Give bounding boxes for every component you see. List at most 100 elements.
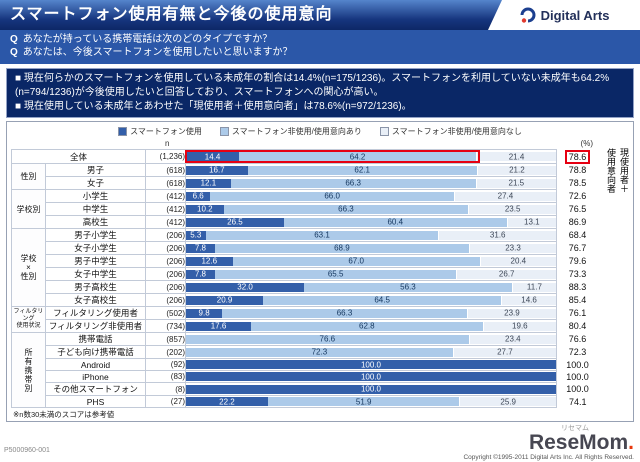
row-total-cell: 100.0 — [557, 371, 599, 383]
bar-value-label: 27.4 — [497, 191, 514, 201]
row-label: iPhone — [44, 370, 147, 383]
bar-value-label: 11.7 — [526, 282, 542, 292]
table-row: フィルタリング 使用状況 フィルタリング使用者 (502) 9.8 66.3 23.9 76… — [11, 306, 599, 333]
stacked-bar: 12.6 67.0 20.4 — [186, 256, 556, 266]
bar-value-label: 7.8 — [194, 243, 206, 253]
total-value: 88.3 — [568, 282, 587, 292]
bar-value-label: 65.5 — [327, 269, 344, 279]
row-n: (857) — [145, 332, 187, 346]
bar-cell: 12.1 66.3 21.5 — [185, 176, 557, 190]
bar-segment-use: 9.8 — [186, 308, 223, 318]
legend-item: スマートフォン使用 — [118, 126, 202, 137]
row-total-cell: 73.3 — [557, 268, 599, 281]
bar-value-label: 62.1 — [354, 165, 370, 175]
stacked-bar: 100.0 — [186, 384, 556, 394]
summary-line: ■ 現在何らかのスマートフォンを使用している未成年の割合は14.4%(n=175… — [15, 73, 610, 98]
bar-value-label: 72.3 — [311, 347, 328, 357]
row-label: フィルタリング使用者 — [44, 306, 147, 320]
row-n: (206) — [145, 241, 187, 255]
row-total-cell: 79.6 — [557, 255, 599, 268]
stacked-bar: 17.6 62.8 19.6 — [186, 321, 556, 331]
row-label: 男子高校生 — [44, 280, 147, 294]
table-row: 全体 (1,236) 14.4 64.2 21.4 78.6 — [10, 149, 599, 164]
row-total-cell: 100.0 — [557, 383, 599, 396]
bar-value-label: 21.5 — [508, 178, 525, 188]
bar-value-label: 23.5 — [504, 204, 521, 214]
bar-segment-use: 5.3 — [186, 230, 206, 240]
bar-cell: 14.4 64.2 21.4 — [185, 149, 557, 164]
chart-panel: スマートフォン使用 スマートフォン非使用/使用意向あり スマートフォン非使用/使用意… — [6, 121, 634, 422]
bar-segment-use: 26.5 — [186, 217, 284, 227]
bar-segment-none: 21.2 — [476, 165, 556, 175]
row-total-cell: 68.4 — [557, 229, 599, 242]
bar-value-label: 62.8 — [359, 321, 375, 331]
bar-value-label: 60.4 — [387, 217, 404, 227]
legend-label: スマートフォン非使用/使用意向なし — [391, 126, 522, 136]
right-column-header: 現使用者＋ 使用意向者 — [606, 148, 629, 193]
bar-segment-none: 19.6 — [482, 321, 556, 331]
bar-segment-intent: 66.0 — [210, 191, 454, 201]
total-value: 76.7 — [568, 243, 587, 253]
row-total-cell: 78.6 — [557, 149, 599, 164]
row-label: 男子 — [44, 163, 147, 177]
row-total-cell: 72.6 — [557, 190, 599, 203]
row-total-cell: 74.1 — [557, 396, 599, 408]
bar-value-label: 64.5 — [374, 295, 390, 305]
bar-segment-use: 22.2 — [186, 397, 268, 406]
row-n: (502) — [145, 306, 187, 320]
bar-value-label: 7.8 — [194, 269, 206, 279]
group-label: 所有携帯別 — [11, 332, 46, 408]
table-row: 学校別 小学生 (412) 6.6 66.0 27.4 72.6 — [11, 189, 599, 229]
total-value: 72.3 — [568, 347, 587, 357]
bar-segment-none: 13.1 — [506, 217, 557, 227]
row-total-cell: 76.5 — [557, 203, 599, 216]
table-row: 男子中学生 (206) 12.6 67.0 20.4 79.6 — [12, 254, 599, 268]
bar-segment-none: 14.6 — [501, 295, 556, 305]
bar-segment-none: 20.4 — [479, 256, 556, 266]
bar-value-label: 6.6 — [192, 191, 204, 201]
bar-segment-none: 21.5 — [475, 178, 556, 188]
bar-segment-intent: 66.3 — [230, 178, 476, 188]
bar-segment-intent: 60.4 — [283, 217, 507, 227]
total-value: 100.0 — [566, 359, 589, 370]
bar-value-label: 27.7 — [497, 347, 513, 357]
digital-arts-logo: Digital Arts — [488, 0, 640, 30]
group-label: フィルタリング 使用状況 — [11, 306, 46, 333]
stacked-bar: 100.0 — [186, 372, 556, 381]
row-label: 子ども向け携帯電話 — [44, 345, 147, 359]
legend-label: スマートフォン使用 — [130, 126, 202, 136]
table-row: フィルタリング非使用者 (734) 17.6 62.8 19.6 80.4 — [12, 319, 599, 333]
bar-cell: 20.9 64.5 14.6 — [185, 293, 557, 307]
total-value: 78.5 — [568, 178, 587, 188]
bar-cell: 100.0 — [185, 358, 557, 371]
bar-value-label: 21.2 — [509, 165, 525, 175]
bar-value-label: 64.2 — [349, 152, 366, 161]
row-label: 女子中学生 — [44, 267, 147, 281]
row-n: (412) — [145, 215, 187, 229]
bar-segment-use: 32.0 — [186, 282, 305, 292]
bar-segment-intent: 66.3 — [222, 308, 467, 318]
stacked-bar: 22.2 51.9 25.9 — [186, 397, 556, 406]
bar-segment-none: 26.7 — [456, 269, 556, 279]
bar-segment-none: 31.6 — [438, 230, 556, 240]
row-label: 女子小学生 — [44, 241, 147, 255]
row-total-cell: 76.7 — [557, 242, 599, 255]
bar-segment-intent: 67.0 — [232, 256, 480, 266]
total-value: 72.6 — [568, 191, 587, 201]
bar-cell: 32.0 56.3 11.7 — [185, 280, 557, 294]
bar-segment-none: 23.4 — [468, 334, 556, 344]
bar-cell: 7.8 65.5 26.7 — [185, 267, 557, 281]
bar-segment-use: 7.8 — [186, 243, 215, 253]
stacked-bar: 10.2 66.3 23.5 — [186, 204, 556, 214]
bar-segment-intent: 62.1 — [247, 165, 477, 175]
bar-segment-use: 10.2 — [186, 204, 224, 214]
bar-cell: 5.3 63.1 31.6 — [185, 228, 557, 242]
bar-cell: 72.3 27.7 — [185, 345, 557, 359]
legend: スマートフォン使用 スマートフォン非使用/使用意向あり スマートフォン非使用/使用意… — [11, 125, 629, 137]
bar-segment-intent: 51.9 — [267, 397, 460, 406]
resemom-logo-text: ReseMom — [528, 431, 629, 454]
stacked-bar: 32.0 56.3 11.7 — [186, 282, 557, 292]
bar-value-label: 25.9 — [500, 397, 517, 406]
total-value: 86.9 — [568, 217, 587, 227]
q-mark: Q — [10, 47, 18, 58]
